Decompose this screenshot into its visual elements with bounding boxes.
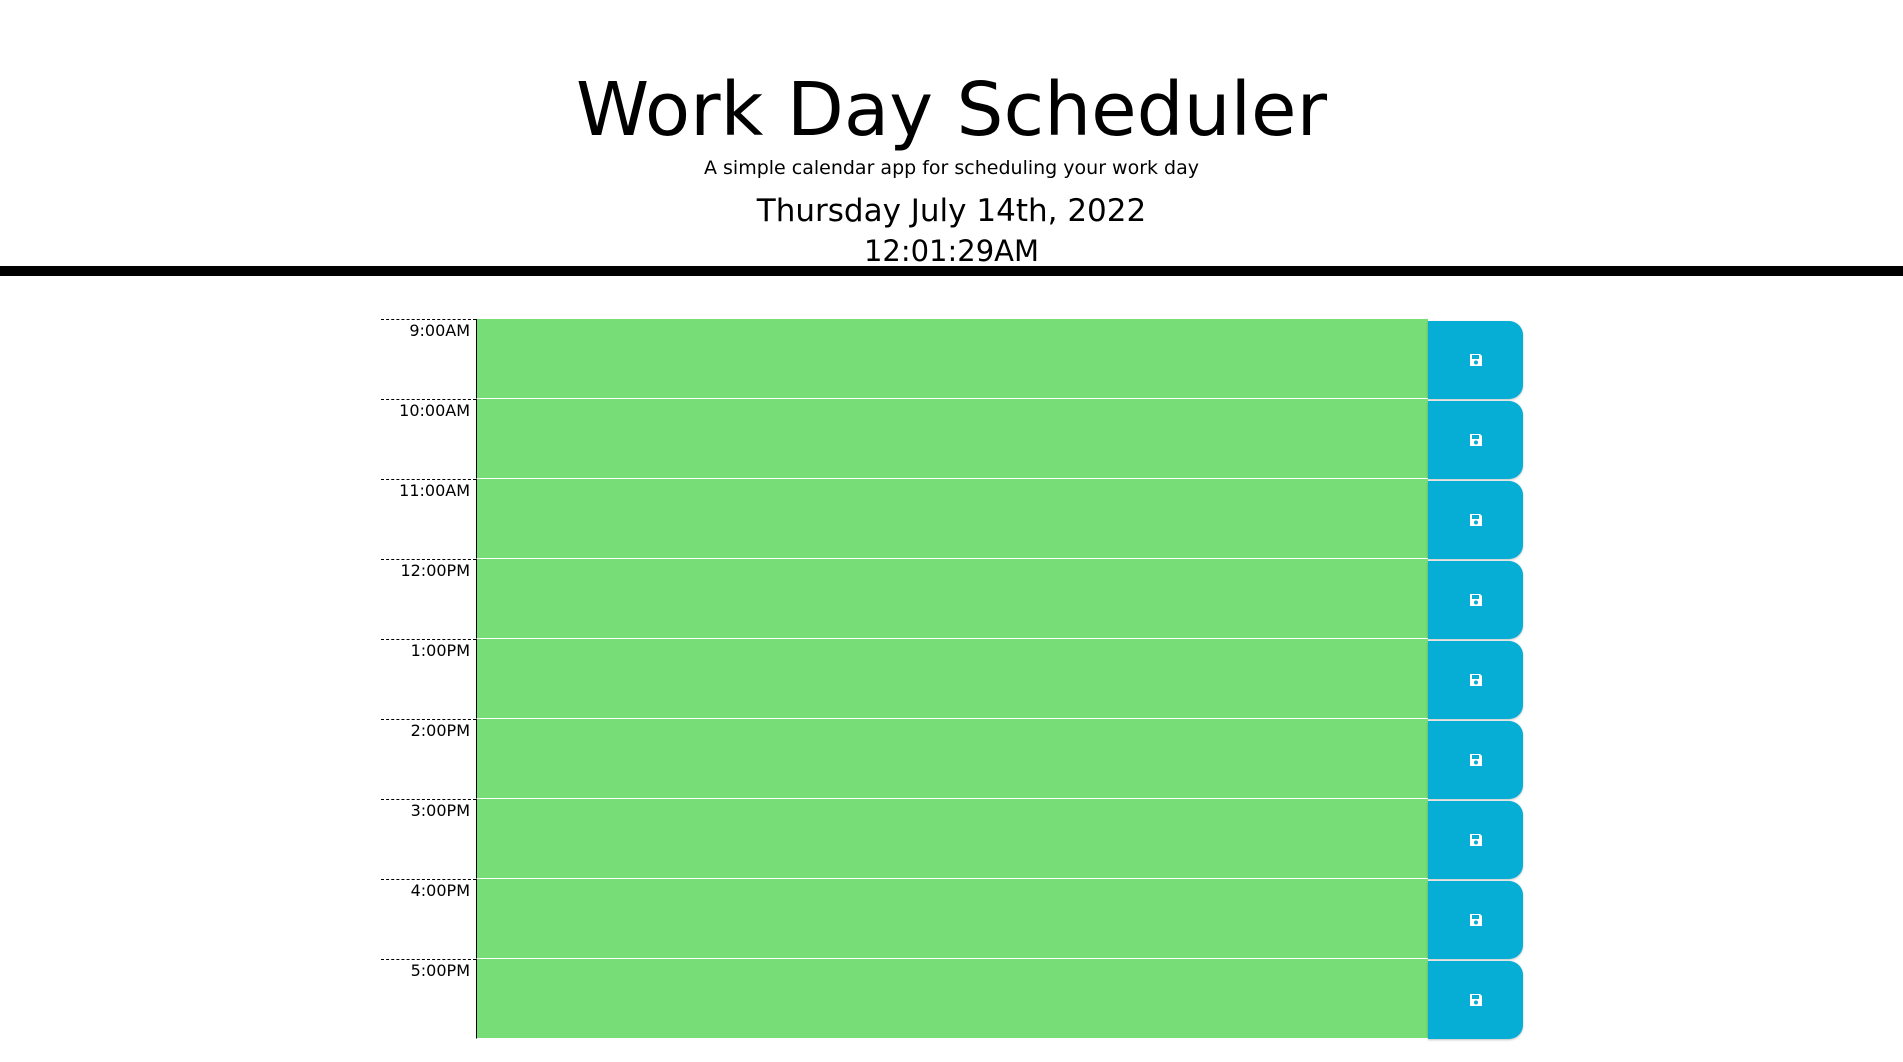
save-icon [1468,592,1484,608]
save-icon [1468,992,1484,1008]
save-button[interactable] [1428,321,1523,399]
time-block-11am: 11:00AM [381,479,1523,559]
save-icon [1468,752,1484,768]
save-icon [1468,672,1484,688]
time-block-1pm: 1:00PM [381,639,1523,719]
save-button[interactable] [1428,801,1523,879]
description-input[interactable] [476,479,1428,559]
time-block-4pm: 4:00PM [381,879,1523,959]
time-block-10am: 10:00AM [381,399,1523,479]
time-block-5pm: 5:00PM [381,959,1523,1039]
save-button[interactable] [1428,481,1523,559]
description-input[interactable] [476,559,1428,639]
description-input[interactable] [476,639,1428,719]
hour-label: 12:00PM [381,559,476,639]
current-time: 12:01:29AM [863,234,1040,268]
save-button[interactable] [1428,561,1523,639]
page-title: Work Day Scheduler [575,67,1328,153]
description-input[interactable] [476,719,1428,799]
hour-label: 1:00PM [381,639,476,719]
schedule-container: 9:00AM 10:00AM 11:00AM 12:00PM 1:00PM 2: [381,319,1523,1039]
description-input[interactable] [476,799,1428,879]
save-icon [1468,352,1484,368]
time-block-3pm: 3:00PM [381,799,1523,879]
save-icon [1468,912,1484,928]
description-input[interactable] [476,879,1428,959]
time-block-2pm: 2:00PM [381,719,1523,799]
description-input[interactable] [476,399,1428,479]
save-icon [1468,512,1484,528]
save-button[interactable] [1428,401,1523,479]
description-input[interactable] [476,959,1428,1039]
save-icon [1468,832,1484,848]
hour-label: 11:00AM [381,479,476,559]
save-button[interactable] [1428,641,1523,719]
hour-label: 5:00PM [381,959,476,1039]
time-block-9am: 9:00AM [381,319,1523,399]
save-button[interactable] [1428,721,1523,799]
page-subtitle: A simple calendar app for scheduling you… [703,157,1200,179]
header: Work Day Scheduler A simple calendar app… [0,0,1903,276]
hour-label: 9:00AM [381,319,476,399]
hour-label: 2:00PM [381,719,476,799]
time-block-12pm: 12:00PM [381,559,1523,639]
save-button[interactable] [1428,881,1523,959]
save-button[interactable] [1428,961,1523,1039]
hour-label: 3:00PM [381,799,476,879]
current-day: Thursday July 14th, 2022 [756,193,1147,229]
hour-label: 4:00PM [381,879,476,959]
save-icon [1468,432,1484,448]
hour-label: 10:00AM [381,399,476,479]
description-input[interactable] [476,319,1428,399]
